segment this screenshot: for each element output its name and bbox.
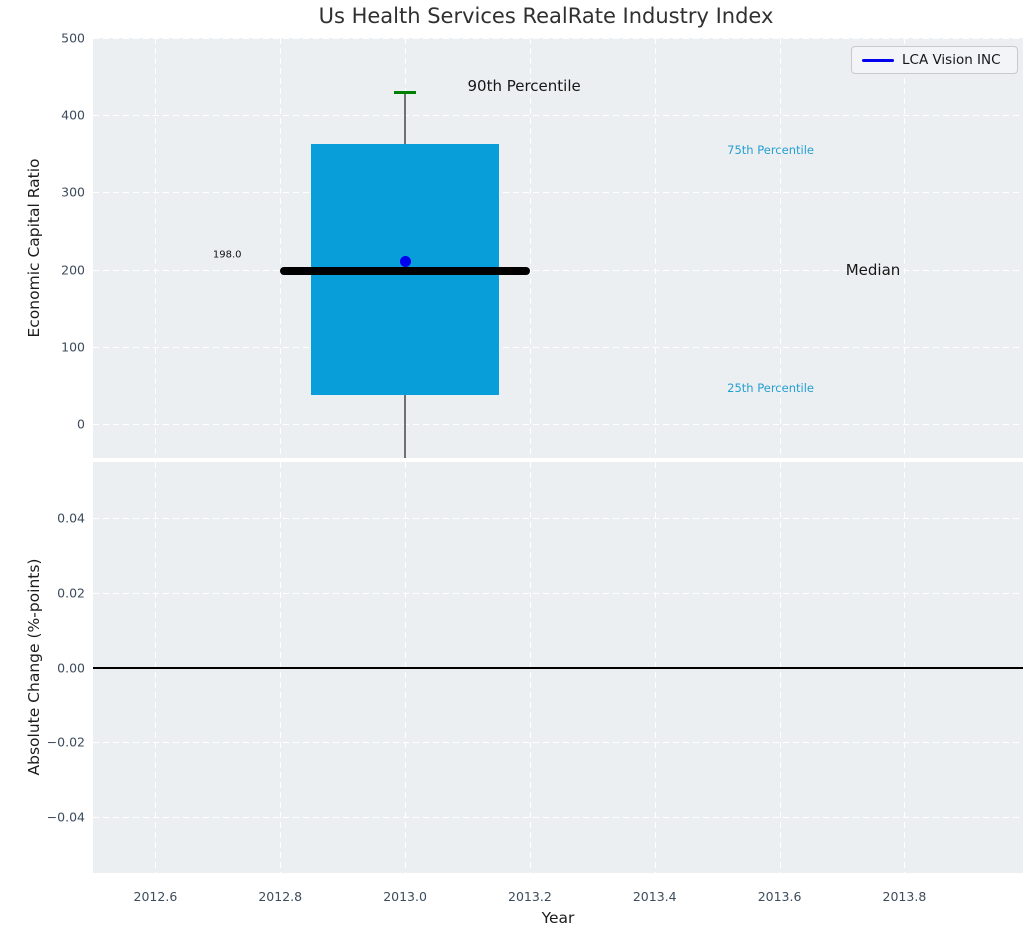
p90-cap xyxy=(393,91,417,95)
legend-box: LCA Vision INC xyxy=(851,46,1018,74)
gridline-horizontal xyxy=(93,269,1023,271)
gridline-vertical xyxy=(654,38,656,458)
gridline-horizontal xyxy=(93,817,1023,819)
gridline-vertical xyxy=(280,38,282,458)
y-tick-label: 500 xyxy=(61,30,85,46)
gridline-horizontal xyxy=(93,115,1023,117)
top-axes-panel xyxy=(93,38,1023,458)
y-tick-label: 0.00 xyxy=(57,660,85,675)
zero-line xyxy=(93,666,1023,669)
annotation-p90-label: 90th Percentile xyxy=(467,76,581,95)
y-tick-label: 400 xyxy=(61,107,85,123)
y-tick-label: 0.04 xyxy=(57,510,85,526)
gridline-horizontal xyxy=(93,592,1023,594)
annotation-median-value-label: 198.0 xyxy=(212,249,242,261)
y-tick-label: 0.02 xyxy=(57,585,85,601)
annotation-p25-label: 25th Percentile xyxy=(727,380,814,395)
legend-line-sample xyxy=(862,58,894,62)
legend-label: LCA Vision INC xyxy=(902,52,1001,68)
annotation-median-label: Median xyxy=(845,261,901,280)
gridline-vertical xyxy=(529,38,531,458)
gridline-horizontal xyxy=(93,742,1023,744)
gridline-horizontal xyxy=(93,192,1023,194)
median-line xyxy=(280,267,530,276)
gridline-horizontal xyxy=(93,38,1023,39)
x-tick-label: 2013.6 xyxy=(757,889,802,904)
chart-title: Us Health Services RealRate Industry Ind… xyxy=(318,4,774,28)
gridline-horizontal xyxy=(93,424,1023,426)
x-axis-label: Year xyxy=(541,909,575,927)
y-tick-label: 100 xyxy=(61,339,85,355)
bottom-axes-panel xyxy=(93,462,1023,873)
bottom-y-axis-label: Absolute Change (%-points) xyxy=(25,558,43,776)
x-tick-label: 2013.4 xyxy=(632,889,677,904)
x-tick-label: 2012.6 xyxy=(133,889,178,904)
gridline-vertical xyxy=(155,38,157,458)
company-point xyxy=(399,256,411,268)
gridline-horizontal xyxy=(93,346,1023,348)
y-tick-label: 300 xyxy=(61,184,85,200)
top-y-axis-label: Economic Capital Ratio xyxy=(25,158,43,338)
y-tick-label: 0 xyxy=(77,416,85,432)
x-tick-label: 2012.8 xyxy=(258,889,303,904)
x-tick-label: 2013.8 xyxy=(882,889,927,904)
y-tick-label: −0.04 xyxy=(46,809,85,825)
y-tick-label: −0.02 xyxy=(46,734,85,750)
x-tick-label: 2013.2 xyxy=(508,889,552,904)
gridline-vertical xyxy=(904,38,906,458)
y-tick-label: 200 xyxy=(61,262,85,278)
gridline-vertical xyxy=(779,38,781,458)
annotation-p75-label: 75th Percentile xyxy=(727,142,814,157)
x-tick-label: 2013.0 xyxy=(383,889,427,904)
gridline-horizontal xyxy=(93,517,1023,519)
